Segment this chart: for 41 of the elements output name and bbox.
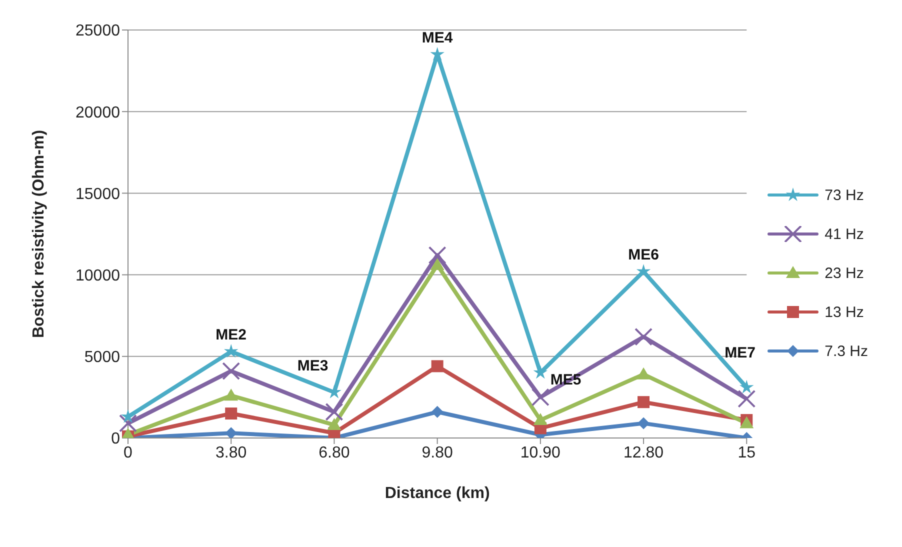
annotation: ME4: [422, 29, 454, 46]
annotation: ME6: [628, 246, 659, 264]
annotation: ME2: [216, 326, 247, 344]
point: [430, 258, 444, 270]
x-tick-label: 15: [738, 444, 756, 462]
y-tick-label: 15000: [76, 186, 120, 203]
legend-label: 13 Hz: [824, 304, 864, 320]
point: [533, 413, 548, 426]
y-tick-label: 20000: [76, 104, 120, 122]
point: [636, 367, 651, 380]
legend-label: 41 Hz: [824, 226, 864, 242]
point: [740, 380, 754, 394]
point: [533, 365, 548, 379]
point: [224, 344, 238, 358]
legend-label: 7.3 Hz: [824, 342, 868, 360]
point: [431, 406, 444, 418]
y-tick-label: 25000: [76, 22, 120, 40]
point: [120, 409, 136, 423]
x-tick-label: 6.80: [318, 444, 350, 462]
point: [430, 46, 444, 61]
point: [121, 428, 135, 438]
point: [431, 360, 444, 372]
annotation: ME3: [297, 357, 328, 374]
legend-label: 23 Hz: [824, 264, 864, 282]
annotation: ME7: [724, 344, 756, 362]
point: [224, 388, 238, 401]
y-tick-label: 0: [111, 430, 120, 448]
point: [225, 408, 238, 420]
legend-label: 73 Hz: [824, 186, 864, 204]
point: [638, 417, 650, 430]
point: [327, 418, 342, 430]
x-tick-label: 9.80: [422, 444, 453, 462]
x-tick-label: 3.80: [216, 444, 247, 462]
y-axis-title: Bostick resistivity (Ohm-m): [30, 130, 48, 338]
x-tick-label: 10.90: [520, 444, 561, 462]
y-tick-label: 5000: [84, 349, 120, 366]
x-tick-label: 0: [124, 444, 133, 462]
y-tick-label: 10000: [76, 267, 120, 284]
x-axis-title: Distance (km): [384, 485, 490, 502]
x-tick-label: 12.80: [624, 444, 664, 462]
point: [638, 396, 650, 408]
